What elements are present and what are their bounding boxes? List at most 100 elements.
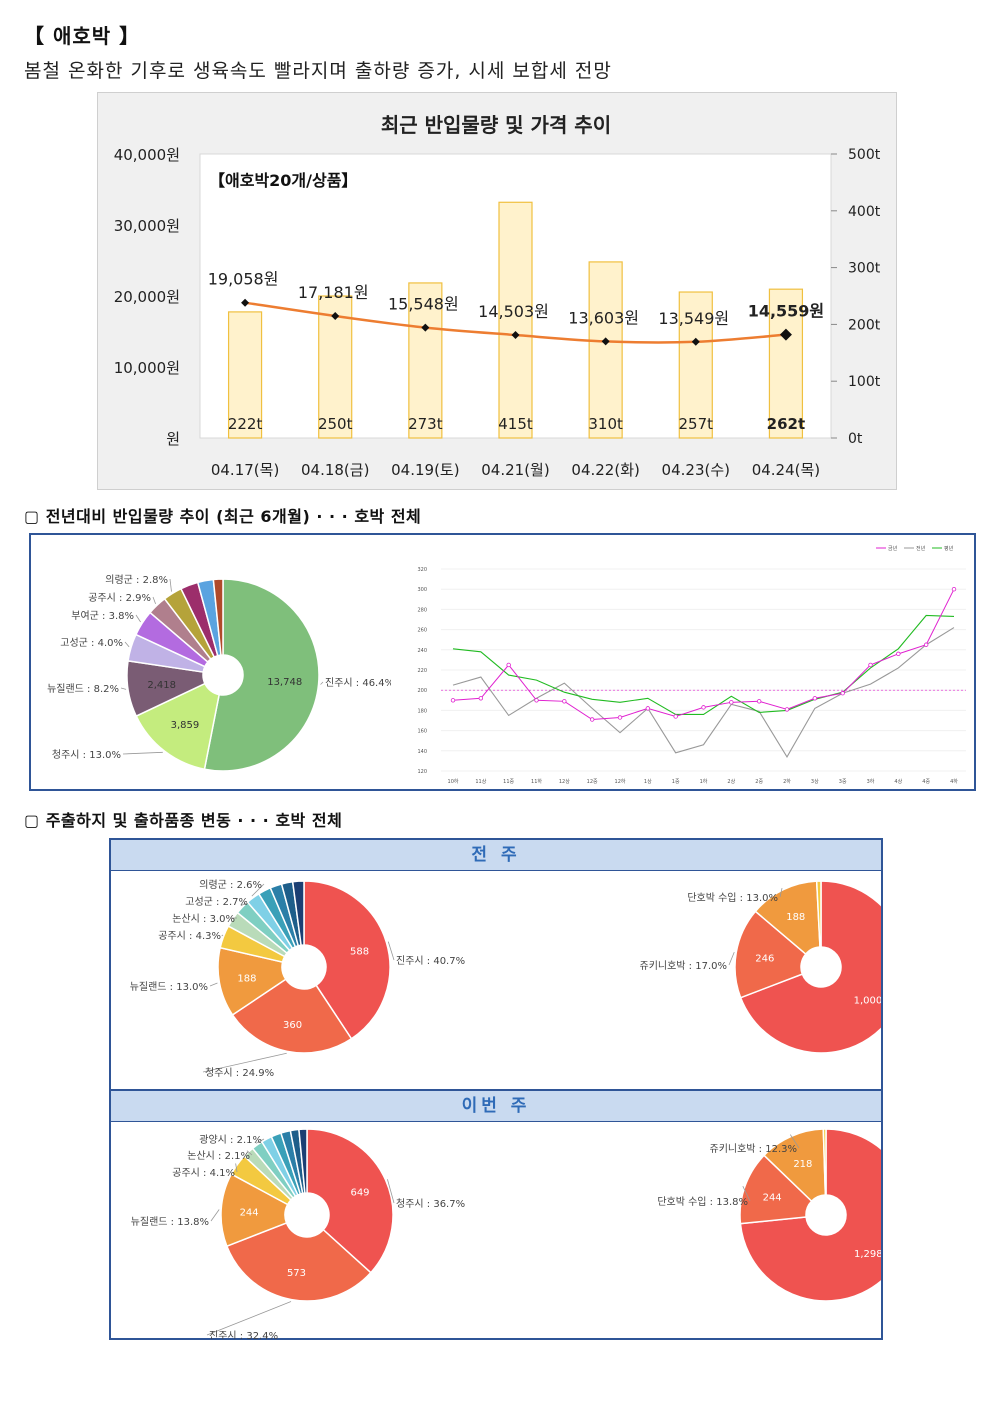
pie-slice-value: 188 <box>237 974 256 985</box>
pie-slice-label: 뉴질랜드 : 13.0% <box>130 981 208 993</box>
pie-slice <box>225 1221 372 1302</box>
pie-slice <box>739 1154 813 1225</box>
pie-slice-label: 단호박 수입 : 13.0% <box>687 891 778 904</box>
line-point <box>896 651 901 657</box>
pie-slice-value: 218 <box>793 1159 812 1170</box>
line-point <box>645 706 651 711</box>
x-tick-label: 4상 <box>894 778 902 785</box>
price-marker <box>331 312 340 321</box>
pie-leader-line <box>210 1209 220 1222</box>
y-left-tick-label: 원 <box>166 430 180 448</box>
x-tick-label: 04.18(금) <box>301 461 369 479</box>
price-marker <box>601 337 610 346</box>
yoy-volume-line-chart: 120 140 160 180 200 220 240 260 280 300 320 10하 11상 1… <box>417 545 966 785</box>
x-tick-label: 11하 <box>531 778 542 785</box>
volume-bar <box>498 201 533 439</box>
pie-slice-label: 진주시 : 46.4% <box>325 677 391 689</box>
price-label: 19,058원 <box>208 270 279 289</box>
line-point <box>812 696 818 701</box>
line-point <box>673 714 678 719</box>
x-tick-label: 3중 <box>839 779 847 785</box>
line-point <box>784 707 790 712</box>
volume-label: 222t <box>228 415 263 433</box>
x-tick-label: 12중 <box>587 779 598 785</box>
x-tick-label: 04.21(월) <box>481 461 549 479</box>
x-tick-label: 2상 <box>727 778 735 785</box>
pie-leader-line <box>251 883 265 897</box>
volume-trend-panel: 13,748 진주시 : 46.4% 3,859 청주시 : 13.0% 2,418 뉴질… <box>29 533 976 791</box>
pie-leader-line <box>206 1301 292 1336</box>
volume-bar <box>588 261 623 439</box>
pie-leader-line <box>120 687 127 690</box>
pie-slice-label: 공주시 : 4.3% <box>158 930 221 942</box>
pie-slice <box>217 946 287 1016</box>
x-tick-label: 1상 <box>644 778 652 785</box>
line-point <box>923 642 929 647</box>
pie-leader-line <box>152 596 156 605</box>
pie-slice-label: 부여군 : 3.8% <box>71 610 134 622</box>
y-tick-label: 140 <box>417 749 427 755</box>
pie-slice-label: 공주시 : 4.1% <box>172 1167 235 1179</box>
pie-leader-line <box>235 1163 238 1173</box>
pie-slice-label: 의령군 : 2.8% <box>105 574 168 586</box>
pie-slice-label: 고성군 : 2.7% <box>185 896 248 908</box>
pie-slice-label: 청주시 : 24.9% <box>205 1067 274 1079</box>
line-point <box>478 696 484 701</box>
prev-week-origin-pie: 588 진주시 : 40.7% 360 청주시 : 24.9% 188 뉴질랜드 : 13… <box>130 879 465 1079</box>
x-tick-label: 04.19(토) <box>391 461 459 479</box>
pie-slice <box>306 1128 394 1274</box>
previous-week-header: 전 주 <box>111 840 881 871</box>
pie-leader-line <box>169 578 172 592</box>
line-point <box>534 698 539 703</box>
y-tick-label: 160 <box>417 729 427 735</box>
x-tick-label: 10하 <box>448 778 459 785</box>
x-tick-label: 04.17(목) <box>211 461 279 479</box>
line-point <box>506 662 511 668</box>
x-tick-label: 4하 <box>950 778 958 785</box>
x-tick-label: 4중 <box>922 779 930 785</box>
legend-label: 금년 <box>888 545 898 552</box>
line-point <box>868 662 873 668</box>
volume-bar <box>408 282 443 439</box>
volume-bar <box>768 288 804 439</box>
price-label: 17,181원 <box>298 283 369 302</box>
pie-slice-value: 588 <box>350 946 369 957</box>
pie-slice-label: 의령군 : 2.6% <box>199 879 262 891</box>
price-label: 14,503원 <box>478 302 549 321</box>
y-left-tick-label: 40,000원 <box>114 146 180 164</box>
x-tick-label: 04.22(화) <box>571 461 639 479</box>
line-point <box>450 698 456 703</box>
volume-label: 415t <box>498 415 533 433</box>
x-tick-label: 3상 <box>811 778 819 785</box>
y-tick-label: 320 <box>417 567 427 573</box>
pie-leader-line <box>246 1150 253 1156</box>
y-tick-label: 280 <box>417 607 427 613</box>
pie-slice-label: 고성군 : 4.0% <box>60 637 123 649</box>
y-right-tick-label: 300t <box>848 261 881 277</box>
pie-slice-value: 1,298 <box>854 1249 881 1260</box>
volume-bar <box>678 291 713 439</box>
pie-slice-label: 진주시 : 32.4% <box>209 1330 278 1339</box>
line-series <box>452 627 955 758</box>
y-right-tick-label: 400t <box>848 204 881 220</box>
volume-label: 273t <box>408 415 443 433</box>
pie-slice-value: 1,000 <box>854 995 881 1006</box>
y-tick-label: 200 <box>417 688 427 694</box>
x-tick-label: 1중 <box>672 779 680 785</box>
pie-slice-label: 뉴질랜드 : 13.8% <box>131 1216 209 1228</box>
volume-label: 257t <box>679 415 714 433</box>
pie-leader-line <box>728 951 735 966</box>
y-tick-label: 300 <box>417 587 427 593</box>
pie-slice <box>815 880 822 948</box>
line-point <box>617 715 623 720</box>
price-marker <box>511 331 520 340</box>
pie-slice-value: 2,418 <box>147 680 176 691</box>
line-series <box>452 588 955 721</box>
price-label: 13,603원 <box>568 308 639 327</box>
pie-slice-label: 광양시 : 2.1% <box>199 1134 262 1146</box>
line-point <box>701 705 706 710</box>
volume-label: 250t <box>318 415 353 433</box>
volume-bar <box>227 311 263 439</box>
legend-label: 평년 <box>944 545 954 552</box>
